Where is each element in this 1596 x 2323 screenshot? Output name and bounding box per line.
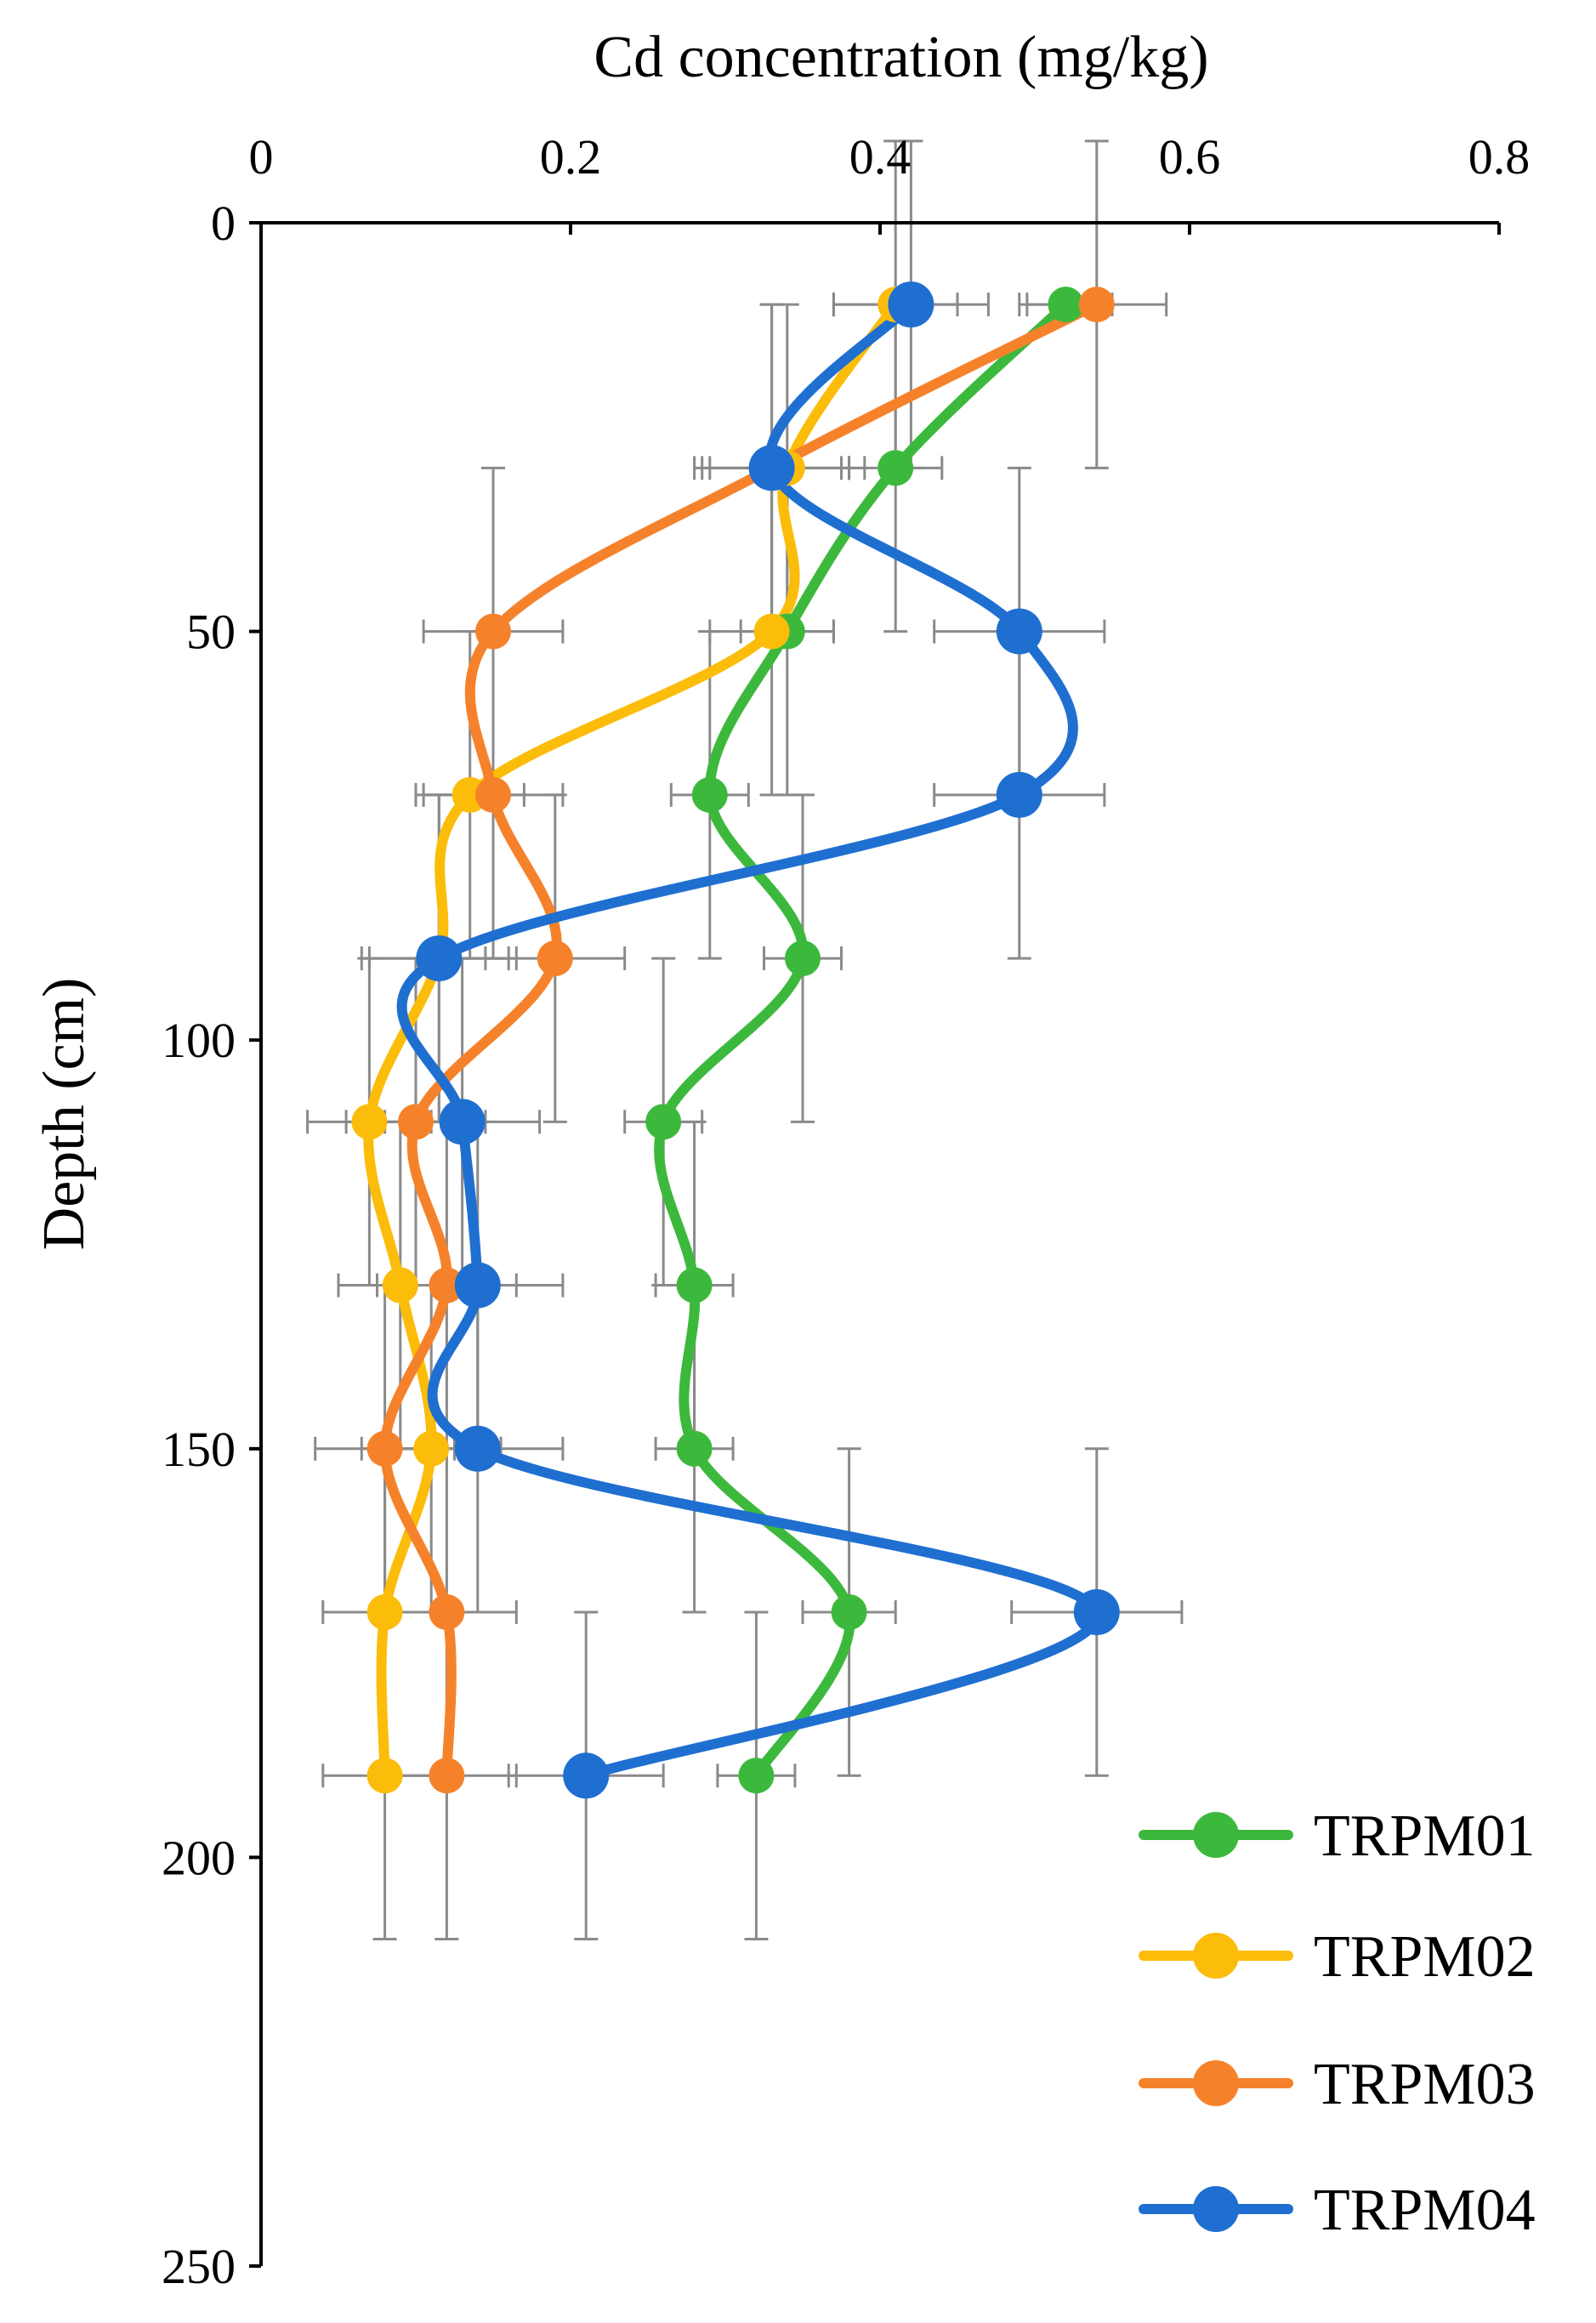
data-point-trpm03 bbox=[429, 1594, 465, 1631]
data-point-trpm02 bbox=[753, 613, 790, 650]
data-point-trpm04 bbox=[1073, 1589, 1120, 1636]
data-point-trpm01 bbox=[676, 1267, 713, 1303]
data-point-trpm04 bbox=[454, 1262, 501, 1309]
legend-item-trpm04: TRPM04 bbox=[1139, 2178, 1536, 2243]
data-point-trpm04 bbox=[996, 608, 1042, 655]
data-point-trpm04 bbox=[996, 771, 1042, 818]
legend-label: TRPM02 bbox=[1314, 1924, 1536, 1990]
data-point-trpm02 bbox=[413, 1430, 450, 1467]
data-point-trpm03 bbox=[429, 1267, 465, 1303]
data-point-trpm01 bbox=[785, 940, 821, 977]
legend-label: TRPM03 bbox=[1314, 2052, 1536, 2117]
data-point-trpm01 bbox=[676, 1430, 713, 1467]
data-point-trpm01 bbox=[831, 1594, 867, 1631]
legend-swatch-marker bbox=[1193, 2186, 1239, 2232]
legend-swatch-marker bbox=[1193, 1933, 1239, 1979]
data-point-trpm01 bbox=[645, 1104, 682, 1140]
legend-swatch-marker bbox=[1193, 2060, 1239, 2106]
data-point-trpm03 bbox=[398, 1104, 434, 1140]
data-point-trpm03 bbox=[1078, 287, 1115, 323]
y-tick-label: 250 bbox=[162, 2239, 236, 2294]
x-tick-label: 0.2 bbox=[540, 129, 602, 185]
x-tick-label: 0.4 bbox=[849, 129, 912, 185]
series-line-trpm01 bbox=[654, 299, 1071, 1781]
data-point-trpm02 bbox=[366, 1758, 403, 1794]
data-point-trpm04 bbox=[416, 935, 463, 982]
data-point-trpm04 bbox=[454, 1425, 501, 1472]
data-point-trpm04 bbox=[888, 281, 934, 328]
data-point-trpm04 bbox=[439, 1099, 486, 1145]
y-tick-label: 0 bbox=[211, 196, 236, 251]
data-point-trpm03 bbox=[475, 613, 511, 650]
data-point-trpm01 bbox=[1048, 287, 1084, 323]
legend-item-trpm01: TRPM01 bbox=[1139, 1803, 1536, 1869]
legend-label: TRPM01 bbox=[1314, 1803, 1536, 1869]
x-tick-label: 0.6 bbox=[1159, 129, 1221, 185]
data-point-trpm01 bbox=[878, 450, 914, 486]
data-points bbox=[351, 281, 1120, 1799]
series-lines bbox=[363, 299, 1102, 1781]
y-tick-label: 50 bbox=[186, 605, 236, 660]
data-point-trpm03 bbox=[537, 940, 573, 977]
x-tick-label: 0.8 bbox=[1468, 129, 1531, 185]
data-point-trpm04 bbox=[563, 1752, 610, 1799]
data-point-trpm03 bbox=[475, 776, 511, 813]
y-tick-label: 200 bbox=[162, 1830, 236, 1885]
x-axis-title: Cd concentration (mg/kg) bbox=[594, 25, 1208, 90]
data-point-trpm03 bbox=[366, 1430, 403, 1467]
data-point-trpm01 bbox=[738, 1758, 775, 1794]
legend: TRPM01 TRPM02 TRPM03 TRPM04 bbox=[1139, 1803, 1536, 2243]
x-tick-label: 0 bbox=[249, 129, 274, 185]
data-point-trpm03 bbox=[429, 1758, 465, 1794]
data-point-trpm02 bbox=[382, 1267, 418, 1303]
data-point-trpm01 bbox=[691, 776, 728, 813]
y-tick-label: 150 bbox=[162, 1422, 236, 1477]
series-line-trpm02 bbox=[363, 299, 901, 1781]
legend-item-trpm03: TRPM03 bbox=[1139, 2052, 1536, 2117]
axes: 0 0.2 0.4 0.6 0.8 0 50 100 150 200 250 bbox=[162, 129, 1530, 2294]
legend-item-trpm02: TRPM02 bbox=[1139, 1924, 1536, 1990]
data-point-trpm02 bbox=[366, 1594, 403, 1631]
legend-label: TRPM04 bbox=[1314, 2178, 1536, 2243]
data-point-trpm04 bbox=[748, 445, 795, 491]
y-axis-title: Depth (cm) bbox=[31, 978, 97, 1251]
y-tick-label: 100 bbox=[162, 1013, 236, 1068]
series-line-trpm04 bbox=[396, 299, 1102, 1781]
data-point-trpm02 bbox=[351, 1104, 388, 1140]
legend-swatch-marker bbox=[1193, 1812, 1239, 1858]
